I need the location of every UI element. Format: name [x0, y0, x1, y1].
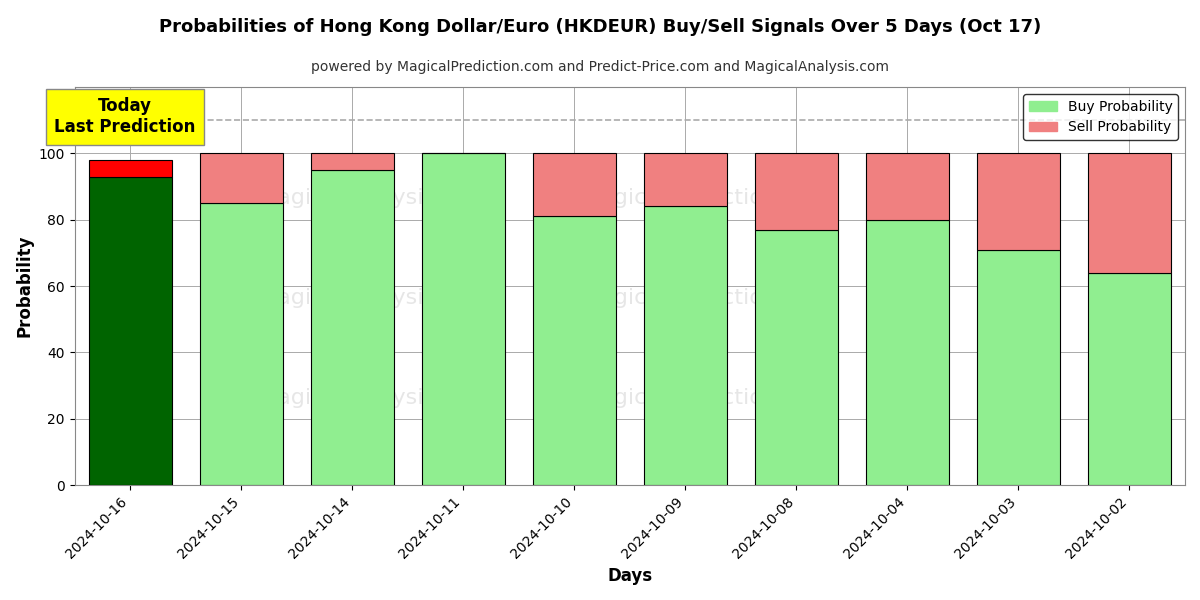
- Y-axis label: Probability: Probability: [16, 235, 34, 337]
- Text: MagicalPrediction.com: MagicalPrediction.com: [582, 388, 833, 407]
- Bar: [643, 206, 727, 485]
- Text: MagicalAnalysis.com: MagicalAnalysis.com: [259, 188, 491, 208]
- Text: MagicalAnalysis.com: MagicalAnalysis.com: [259, 288, 491, 308]
- Bar: [311, 170, 394, 485]
- Bar: [89, 176, 172, 485]
- Bar: [977, 250, 1060, 485]
- Legend: Buy Probability, Sell Probability: Buy Probability, Sell Probability: [1024, 94, 1178, 140]
- Text: MagicalPrediction.com: MagicalPrediction.com: [582, 188, 833, 208]
- Bar: [533, 217, 616, 485]
- Bar: [865, 154, 949, 220]
- Text: Probabilities of Hong Kong Dollar/Euro (HKDEUR) Buy/Sell Signals Over 5 Days (Oc: Probabilities of Hong Kong Dollar/Euro (…: [158, 18, 1042, 36]
- Bar: [1088, 273, 1171, 485]
- Bar: [89, 160, 172, 176]
- X-axis label: Days: Days: [607, 567, 653, 585]
- Bar: [311, 154, 394, 170]
- Bar: [199, 203, 283, 485]
- Bar: [865, 220, 949, 485]
- Text: MagicalAnalysis.com: MagicalAnalysis.com: [259, 388, 491, 407]
- Bar: [755, 154, 838, 230]
- Text: powered by MagicalPrediction.com and Predict-Price.com and MagicalAnalysis.com: powered by MagicalPrediction.com and Pre…: [311, 60, 889, 74]
- Bar: [977, 154, 1060, 250]
- Bar: [643, 154, 727, 206]
- Bar: [533, 154, 616, 217]
- Text: Today
Last Prediction: Today Last Prediction: [54, 97, 196, 136]
- Bar: [1088, 154, 1171, 273]
- Bar: [755, 230, 838, 485]
- Text: MagicalPrediction.com: MagicalPrediction.com: [582, 288, 833, 308]
- Bar: [199, 154, 283, 203]
- Bar: [421, 154, 505, 485]
